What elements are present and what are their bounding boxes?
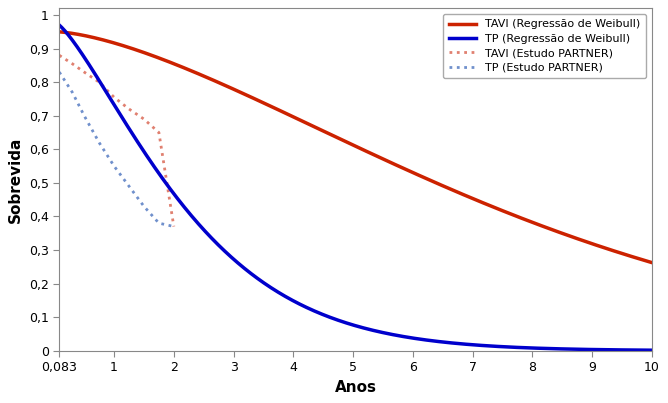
Legend: TAVI (Regressão de Weibull), TP (Regressão de Weibull), TAVI (Estudo PARTNER), T: TAVI (Regressão de Weibull), TP (Regress…	[443, 14, 646, 78]
Y-axis label: Sobrevida: Sobrevida	[8, 136, 23, 223]
X-axis label: Anos: Anos	[335, 380, 377, 395]
